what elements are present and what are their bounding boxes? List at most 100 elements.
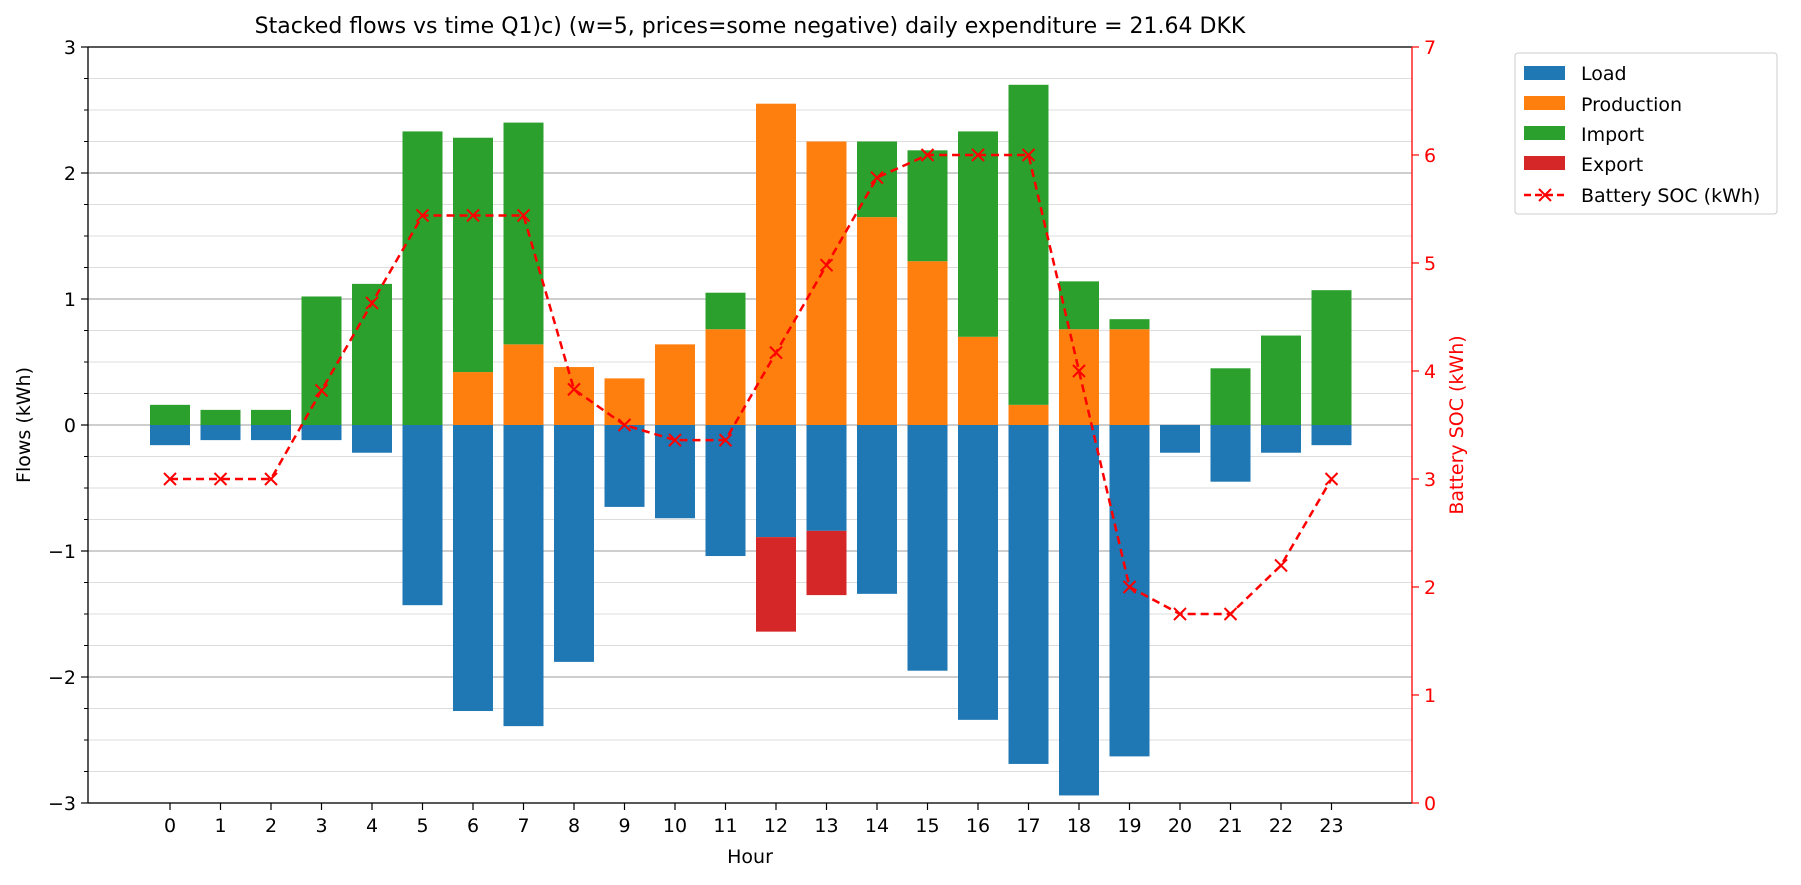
- legend-label-production: Production: [1581, 94, 1682, 116]
- battery-soc-marker-h2: [264, 472, 278, 486]
- bar-import-h11: [705, 292, 746, 330]
- x-tick-label: 23: [1319, 815, 1343, 837]
- bar-import-h21: [1210, 368, 1251, 425]
- bar-load-h0: [150, 425, 190, 446]
- x-tick-label: 6: [467, 815, 479, 837]
- bar-production-h13: [806, 141, 847, 425]
- y-tick-label: 0: [64, 415, 76, 437]
- battery-soc-marker-h9: [617, 418, 632, 432]
- legend-label-battery-soc: Battery SOC (kWh): [1581, 185, 1760, 207]
- bar-load-h18: [1059, 425, 1099, 796]
- y2-tick-label: 3: [1424, 469, 1436, 491]
- x-tick-label: 8: [568, 815, 580, 837]
- bar-production-h15: [907, 261, 948, 425]
- y2-tick-label: 5: [1424, 253, 1436, 275]
- bar-load-h2: [251, 425, 291, 441]
- x-tick-label: 14: [865, 815, 889, 837]
- bar-load-h20: [1160, 425, 1200, 453]
- y2-tick-label: 6: [1424, 145, 1436, 167]
- x-tick-label: 17: [1016, 815, 1040, 837]
- bar-import-h22: [1261, 335, 1301, 425]
- bar-production-h12: [756, 103, 796, 425]
- battery-soc-marker-h21: [1223, 607, 1238, 621]
- x-tick-label: 20: [1168, 815, 1192, 837]
- bar-load-h3: [301, 425, 342, 441]
- bar-load-h1: [200, 425, 241, 441]
- bar-import-h6: [453, 137, 493, 373]
- bar-load-h12: [756, 425, 796, 538]
- x-tick-label: 4: [366, 815, 378, 837]
- bar-production-h10: [655, 344, 695, 425]
- x-tick-label: 10: [663, 815, 687, 837]
- x-tick-label: 9: [618, 815, 630, 837]
- x-tick-label: 15: [915, 815, 939, 837]
- y-tick-label: 1: [64, 289, 76, 311]
- battery-soc-marker-h4: [365, 296, 379, 310]
- bar-load-h6: [453, 425, 493, 712]
- battery-soc-marker-h14: [870, 170, 884, 185]
- bar-import-h7: [503, 122, 544, 345]
- battery-soc-line: [170, 153, 1333, 616]
- bar-import-h1: [200, 409, 241, 425]
- x-tick-label: 12: [764, 815, 788, 837]
- bar-import-h15: [907, 150, 948, 262]
- bar-load-h9: [604, 425, 645, 507]
- y-axis-label: Flows (kWh): [13, 367, 35, 483]
- battery-soc-marker-h16: [971, 148, 985, 162]
- bar-load-h22: [1261, 425, 1301, 453]
- bar-load-h14: [857, 425, 897, 594]
- legend-swatch-load: [1524, 66, 1565, 80]
- legend: Load Production Import Export Battery SO…: [1514, 52, 1778, 215]
- y-tick-label: 2: [64, 163, 76, 185]
- legend-label-load: Load: [1581, 63, 1627, 85]
- bar-load-h17: [1008, 425, 1049, 764]
- legend-marker-battery-soc: [1538, 188, 1552, 202]
- bar-load-h5: [402, 425, 443, 606]
- bar-load-h21: [1210, 425, 1251, 482]
- bar-production-h8: [554, 367, 594, 425]
- battery-soc-marker-h19: [1122, 580, 1137, 594]
- legend-label-export: Export: [1581, 154, 1643, 176]
- bar-production-h6: [453, 372, 493, 425]
- battery-soc-marker-h0: [163, 472, 177, 486]
- bar-load-h11: [705, 425, 746, 557]
- legend-swatch-export: [1524, 156, 1565, 170]
- battery-soc-marker-h23: [1324, 472, 1339, 486]
- x-tick-label: 1: [214, 815, 226, 837]
- chart-title: Stacked flows vs time Q1)c) (w=5, prices…: [255, 14, 1246, 39]
- y2-tick-label: 2: [1424, 577, 1436, 599]
- battery-soc-marker-h15: [920, 148, 935, 162]
- battery-soc-marker-h11: [718, 433, 733, 447]
- bar-import-h17: [1008, 84, 1049, 405]
- x-tick-label: 18: [1067, 815, 1091, 837]
- bar-import-h0: [150, 404, 190, 425]
- y-tick-label: −1: [48, 541, 76, 563]
- bar-import-h19: [1109, 319, 1150, 330]
- y2-axis-label: Battery SOC (kWh): [1446, 335, 1468, 514]
- bar-load-h8: [554, 425, 594, 662]
- bar-load-h23: [1311, 425, 1352, 446]
- legend-frame: [1514, 52, 1778, 215]
- bar-production-h7: [503, 344, 544, 425]
- bar-import-h23: [1311, 290, 1352, 425]
- bar-production-h16: [958, 336, 998, 425]
- bar-import-h18: [1059, 281, 1099, 330]
- x-tick-label: 22: [1269, 815, 1293, 837]
- y2-tick-label: 4: [1424, 361, 1436, 383]
- x-tick-label: 11: [713, 815, 737, 837]
- x-axis-label: Hour: [727, 846, 773, 868]
- y2-tick-label: 0: [1424, 793, 1436, 815]
- bar-import-h14: [857, 141, 897, 218]
- battery-soc-marker-h20: [1173, 607, 1187, 621]
- y2-tick-label: 1: [1424, 685, 1436, 707]
- x-tick-label: 2: [265, 815, 277, 837]
- bar-production-h9: [604, 378, 645, 425]
- battery-soc-marker-h10: [668, 433, 682, 447]
- bar-load-h7: [503, 425, 544, 727]
- x-tick-label: 16: [966, 815, 990, 837]
- y-tick-label: −2: [48, 667, 76, 689]
- battery-soc-marker-h13: [819, 258, 834, 272]
- bar-production-h18: [1059, 329, 1099, 425]
- battery-soc-marker-h7: [516, 208, 531, 223]
